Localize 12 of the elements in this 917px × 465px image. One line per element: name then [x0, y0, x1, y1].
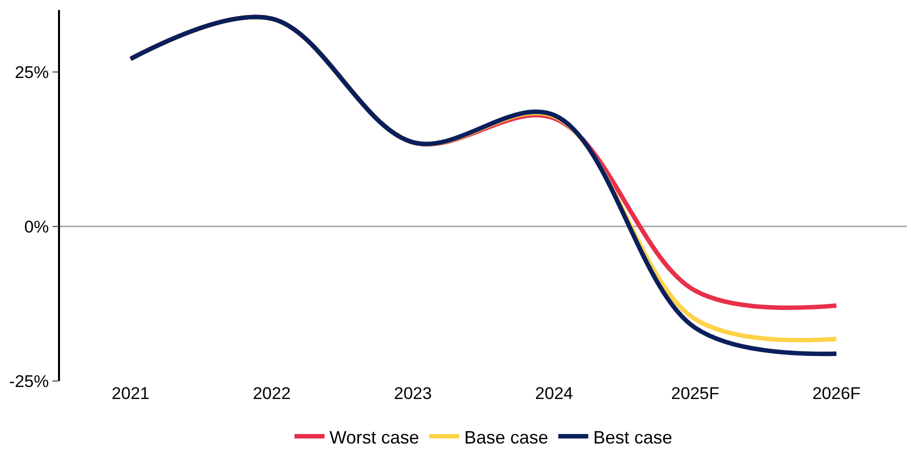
x-tick-label: 2026F [812, 384, 861, 403]
legend-label: Worst case [330, 427, 420, 448]
y-tick-label: -25% [9, 372, 49, 391]
x-tick-label: 2024 [535, 384, 573, 403]
x-tick-label: 2025F [671, 384, 720, 403]
x-tick-label: 2021 [112, 384, 150, 403]
y-tick-label: 0% [24, 217, 49, 236]
x-tick-label: 2022 [252, 384, 291, 403]
legend-label: Base case [464, 427, 548, 448]
legend-label: Best case [593, 427, 672, 448]
x-tick-label: 2023 [394, 384, 432, 403]
y-tick-label: 25% [14, 62, 49, 82]
